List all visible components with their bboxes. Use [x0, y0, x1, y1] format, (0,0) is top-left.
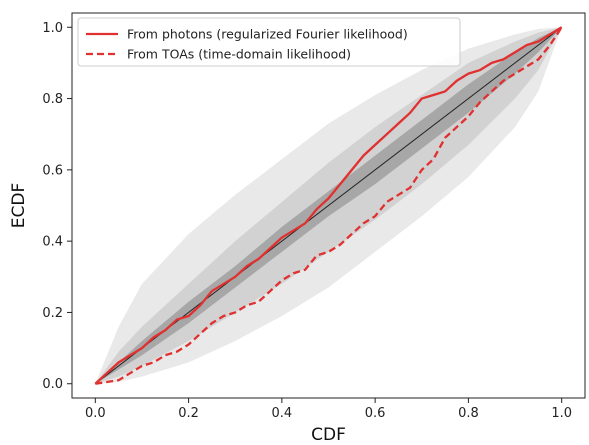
legend-label-toas: From TOAs (time-domain likelihood) [127, 47, 351, 62]
series-line-0 [94, 26, 563, 385]
y-tick-label: 0.8 [42, 92, 63, 107]
x-tick-label: 0.4 [272, 406, 293, 421]
y-tick-label: 1.0 [42, 21, 63, 36]
y-axis-title: ECDF [9, 183, 29, 228]
legend-box [77, 17, 461, 67]
x-tick-label: 0.8 [458, 406, 479, 421]
y-tick-label: 0.0 [42, 377, 63, 392]
y-tick-label: 0.2 [42, 306, 63, 321]
x-tick-label: 0.0 [85, 406, 106, 421]
series-line-1 [95, 26, 563, 385]
x-tick-label: 0.2 [178, 406, 199, 421]
plot-area-frame [71, 12, 586, 399]
y-tick-label: 0.4 [42, 235, 63, 250]
x-tick-label: 1.0 [551, 406, 572, 421]
y-tick-label: 0.6 [42, 163, 63, 178]
x-axis-title: CDF [311, 425, 346, 445]
y-axis-ticks: 0.0 0.2 0.4 0.6 0.8 1.0 [42, 21, 72, 392]
x-tick-label: 0.6 [365, 406, 386, 421]
legend-label-photons: From photons (regularized Fourier likeli… [127, 27, 408, 42]
x-axis-ticks: 0.0 0.2 0.4 0.6 0.8 1.0 [85, 398, 572, 421]
series-lines [94, 26, 563, 385]
legend: From photons (regularized Fourier likeli… [77, 17, 461, 67]
